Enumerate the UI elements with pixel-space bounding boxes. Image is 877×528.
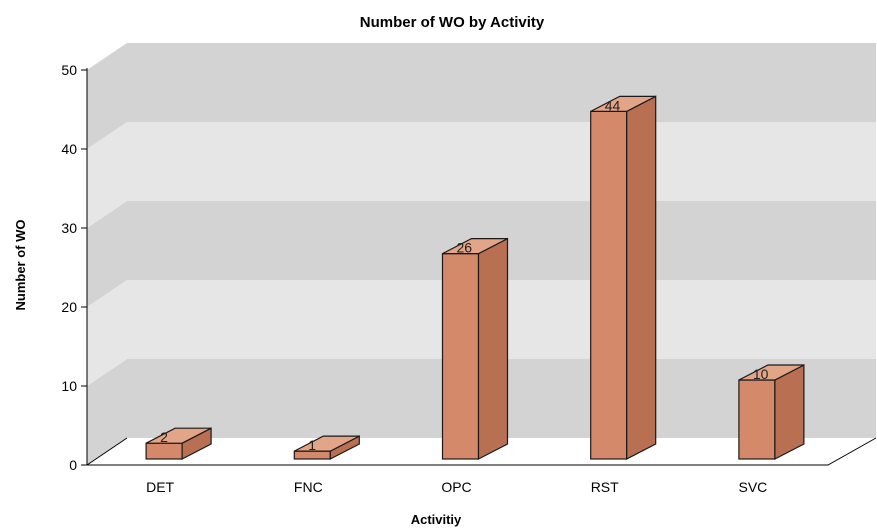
y-tick-label: 30 [61, 220, 77, 236]
bar-fnc [293, 435, 360, 460]
bar-front [145, 442, 183, 460]
x-tick-label: DET [146, 479, 174, 495]
y-tick-label: 50 [61, 62, 77, 78]
bar-rst [590, 95, 657, 460]
chart-title: Number of WO by Activity [360, 14, 545, 31]
bar-side [626, 95, 657, 460]
bar-front [738, 379, 776, 460]
bar-value-label: 26 [457, 240, 473, 256]
bar-top [590, 95, 656, 113]
grid-band [87, 122, 876, 228]
x-axis-line [87, 437, 877, 466]
bar-front [590, 110, 628, 460]
chart-labels: 0 10 20 30 40 50 2 DET 1 FNC 26 OPC 44 RST 10 SVC [61, 62, 768, 495]
bar-value-label: 1 [308, 437, 316, 453]
depth-axis-line [86, 437, 128, 466]
bar-det [145, 427, 212, 460]
bar-side [477, 237, 509, 460]
y-tick-label: 20 [61, 299, 77, 315]
bar-opc [441, 237, 509, 460]
bar-top [145, 427, 212, 444]
bar-side [774, 364, 805, 460]
y-tick-label: 0 [69, 457, 77, 473]
y-tick-label: 10 [61, 378, 77, 394]
x-tick-label: OPC [441, 479, 471, 495]
x-tick-label: SVC [739, 479, 768, 495]
bar-value-label: 10 [753, 366, 769, 382]
bar-front [441, 253, 480, 460]
x-tick-label: RST [591, 479, 619, 495]
bar-value-label: 44 [605, 97, 621, 113]
y-axis-title: Number of WO [13, 220, 28, 311]
bar-top [442, 238, 508, 255]
chart-bars [145, 95, 805, 460]
x-axis-title: Activitiy [411, 512, 462, 527]
grid-band [87, 43, 876, 149]
bar-svc [738, 364, 805, 460]
x-tick-label: FNC [294, 479, 323, 495]
chart-axes [81, 68, 877, 466]
y-tick-label: 40 [61, 141, 77, 157]
bar-value-label: 2 [160, 429, 168, 445]
bar-top [294, 435, 360, 452]
bar-top [738, 364, 805, 381]
